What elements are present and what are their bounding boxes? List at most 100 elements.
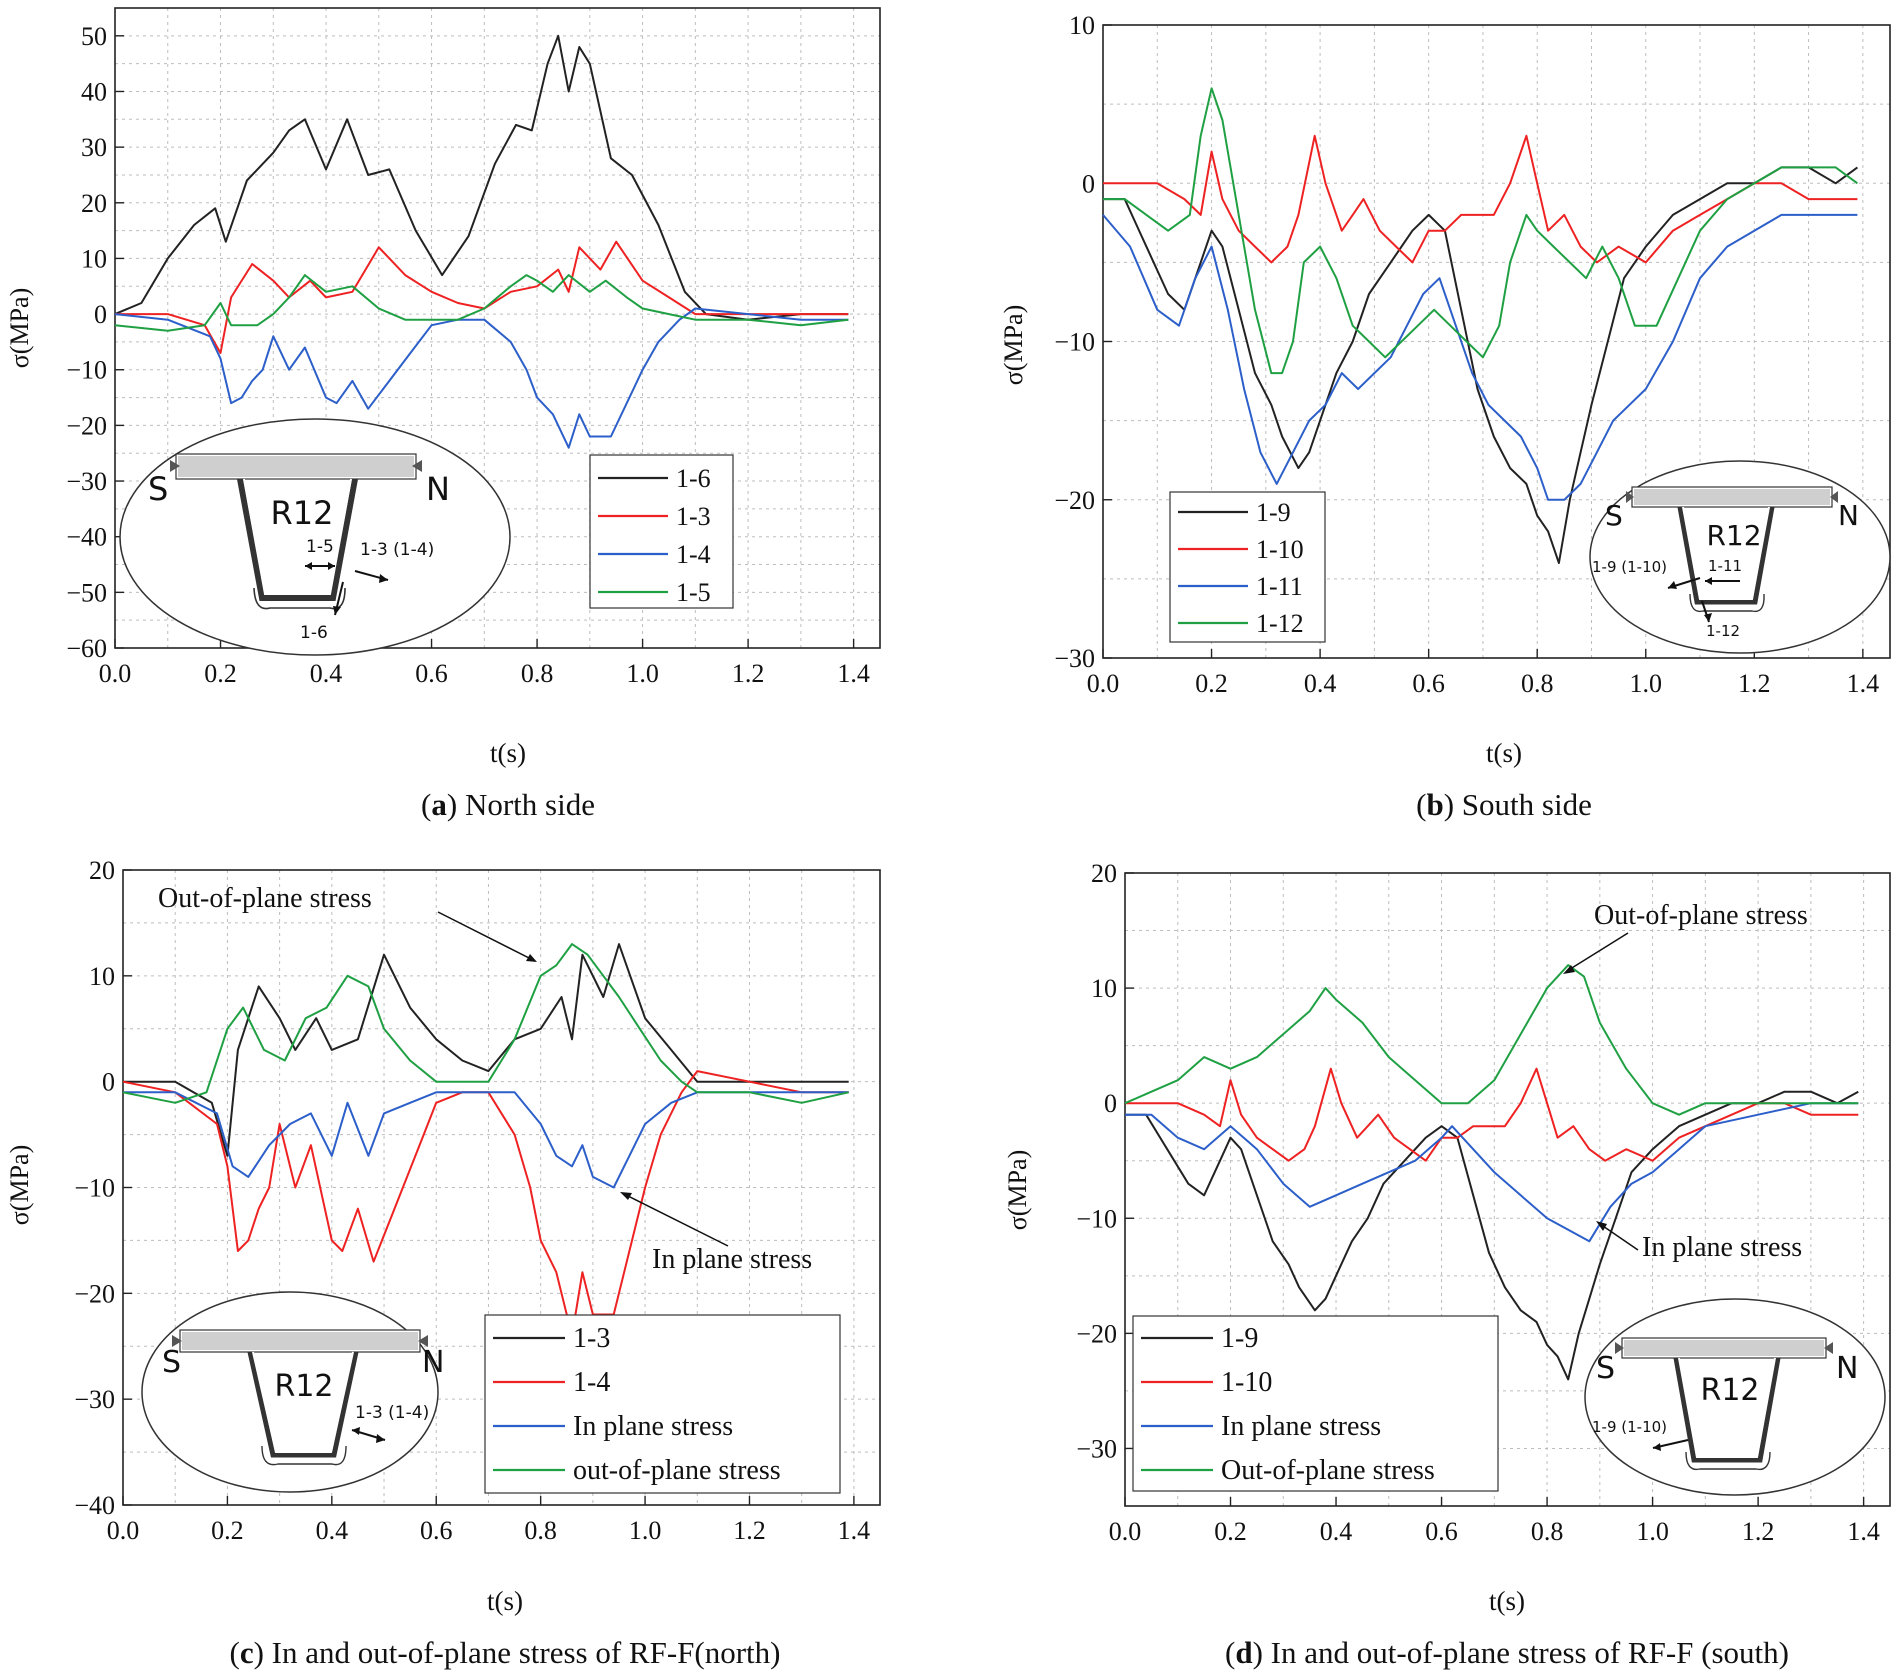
x-tick-label: 1.4 (837, 659, 870, 688)
series-line-1-10 (1125, 1067, 1859, 1162)
y-tick-label: −60 (66, 634, 107, 663)
panel-d-inset-label-1: 1-9 (1-10) (1592, 1418, 1667, 1436)
y-tick-label: −30 (1054, 644, 1095, 673)
x-tick-label: 1.0 (1636, 1517, 1669, 1546)
series-line-out-of-plane-stress (122, 943, 849, 1104)
x-tick-label: 0.4 (1304, 669, 1337, 698)
y-tick-label: 0 (102, 1068, 115, 1097)
panel-b-inset-title: R12 (1706, 519, 1761, 552)
y-tick-label: 20 (89, 856, 115, 885)
y-tick-label: −20 (74, 1279, 115, 1308)
panel-a-caption-label: a (431, 787, 447, 822)
y-tick-label: −10 (66, 356, 107, 385)
legend-label: Out-of-plane stress (1221, 1455, 1435, 1486)
panel-d-ticks: 0.0 0.2 0.4 0.6 0.8 1.0 1.2 1.4 −30 −20 −10 0 10 20 (1076, 859, 1880, 1546)
y-tick-label: 20 (81, 189, 107, 218)
panel-c-xlabel: t(s) (487, 1586, 523, 1616)
panel-b-series (1102, 87, 1858, 564)
x-tick-label: 0.6 (1412, 669, 1445, 698)
x-tick-label: 1.4 (1847, 669, 1880, 698)
panel-d-plot-frame (1124, 872, 1891, 1507)
panel-b-gridlines (1103, 24, 1890, 658)
x-tick-label: 1.2 (1738, 669, 1771, 698)
panel-a-inset: S N R12 1-5 1-3 (1-4) 1-6 (119, 418, 511, 656)
panel-a-plot-frame (114, 7, 881, 649)
panel-d-annotation-in-plane: In plane stress (1642, 1232, 1802, 1263)
panel-b-caption: (b) South side (1416, 787, 1592, 822)
panel-c-inset: S N R12 1-3 (1-4) (141, 1291, 444, 1493)
x-tick-label: 0.8 (1531, 1517, 1564, 1546)
x-tick-label: 0.8 (521, 659, 554, 688)
panel-b-caption-text: South side (1454, 787, 1592, 822)
panel-c-annotation-out-of-plane: Out-of-plane stress (158, 883, 372, 914)
x-tick-label: 1.0 (629, 1516, 662, 1545)
legend-label: 1-11 (1256, 572, 1303, 601)
panel-b-ylabel: σ(MPa) (999, 305, 1028, 385)
y-tick-label: −20 (66, 411, 107, 440)
x-tick-label: 1.2 (1742, 1517, 1775, 1546)
panel-a-inset-right-label: N (426, 470, 450, 508)
y-tick-label: 20 (1091, 859, 1117, 888)
panel-b: 0.0 0.2 0.4 0.6 0.8 1.0 1.2 1.4 −30 −20 −10 0 10 σ(M… (999, 11, 1891, 822)
panel-d-inset-right-label: N (1836, 1351, 1858, 1386)
series-line-in-plane-stress (123, 1091, 849, 1189)
panel-d-inset-left-label: S (1596, 1351, 1615, 1386)
panel-b-legend: 1-9 1-10 1-11 1-12 (1169, 491, 1326, 643)
panel-a: 0.0 0.2 0.4 0.6 0.8 1.0 1.2 1.4 −60 −50 −40 −30 −20 −… (5, 7, 881, 822)
panel-c-legend: 1-3 1-4 In plane stress out-of-plane stress (484, 1314, 841, 1494)
legend-label: 1-4 (676, 540, 711, 569)
panel-c-caption-label: c (240, 1635, 254, 1670)
panel-a-caption-text: North side (457, 787, 595, 822)
y-tick-label: −30 (66, 467, 107, 496)
y-tick-label: 10 (89, 962, 115, 991)
y-tick-label: −20 (1054, 486, 1095, 515)
panel-a-inset-label-1: 1-5 (306, 537, 334, 557)
x-tick-label: 0.6 (1425, 1517, 1458, 1546)
series-line-1-9 (1125, 1090, 1859, 1381)
x-tick-label: 0.0 (107, 1516, 140, 1545)
panel-b-inset-right-label: N (1838, 499, 1859, 532)
panel-c-caption-text: In and out-of-plane stress of RF-F(north… (264, 1635, 781, 1670)
x-tick-label: 1.0 (626, 659, 659, 688)
x-tick-label: 1.4 (1847, 1517, 1880, 1546)
legend-label: In plane stress (1221, 1411, 1381, 1442)
panel-a-inset-label-3: 1-6 (300, 623, 328, 643)
series-line-out-of-plane-stress (1124, 964, 1859, 1116)
y-tick-label: −20 (1076, 1319, 1117, 1348)
legend-label: 1-9 (1256, 498, 1291, 527)
panel-a-inset-title: R12 (271, 494, 334, 532)
panel-c-inset-title: R12 (274, 1369, 333, 1404)
panel-c: 0.0 0.2 0.4 0.6 0.8 1.0 1.2 1.4 −40 −30 −20 −10 0 10 2… (5, 856, 881, 1670)
panel-d-inset-title: R12 (1700, 1373, 1759, 1408)
legend-label: 1-4 (573, 1367, 610, 1398)
series-line-in-plane-stress (1125, 1102, 1859, 1243)
series-line-1-9 (1103, 166, 1858, 564)
panel-b-inset: S N R12 1-9 (1-10) 1-11 1-12 (1589, 460, 1891, 654)
panel-b-inset-left-label: S (1605, 499, 1623, 532)
panel-c-caption: (c) In and out-of-plane stress of RF-F(n… (230, 1635, 781, 1670)
y-tick-label: 0 (1082, 169, 1095, 198)
x-tick-label: 0.4 (310, 659, 343, 688)
x-tick-label: 0.6 (420, 1516, 453, 1545)
panel-d-annotations: Out-of-plane stress In plane stress (1563, 900, 1808, 1263)
legend-label: 1-10 (1256, 535, 1304, 564)
x-tick-label: 0.2 (211, 1516, 244, 1545)
panel-a-inset-left-label: S (148, 470, 168, 508)
panel-d-ylabel: σ(MPa) (1003, 1150, 1032, 1230)
series-line-1-6 (114, 34, 849, 321)
panel-b-inset-label-1: 1-9 (1-10) (1592, 558, 1667, 576)
y-tick-label: 50 (81, 22, 107, 51)
panel-c-inset-left-label: S (162, 1345, 181, 1380)
legend-label: 1-9 (1221, 1323, 1258, 1354)
panel-b-xlabel: t(s) (1486, 738, 1522, 768)
x-tick-label: 0.8 (1521, 669, 1554, 698)
y-tick-label: 40 (81, 77, 107, 106)
y-tick-label: −40 (74, 1491, 115, 1520)
series-line-1-11 (1102, 213, 1858, 501)
panel-d: 0.0 0.2 0.4 0.6 0.8 1.0 1.2 1.4 −30 −20 −10 0 10 20 σ… (1003, 859, 1891, 1670)
panel-b-inset-label-3: 1-12 (1706, 622, 1740, 640)
x-tick-label: 0.4 (316, 1516, 349, 1545)
panel-d-caption: (d) In and out-of-plane stress of RF-F (… (1225, 1635, 1789, 1670)
panel-b-caption-label: b (1426, 787, 1443, 822)
